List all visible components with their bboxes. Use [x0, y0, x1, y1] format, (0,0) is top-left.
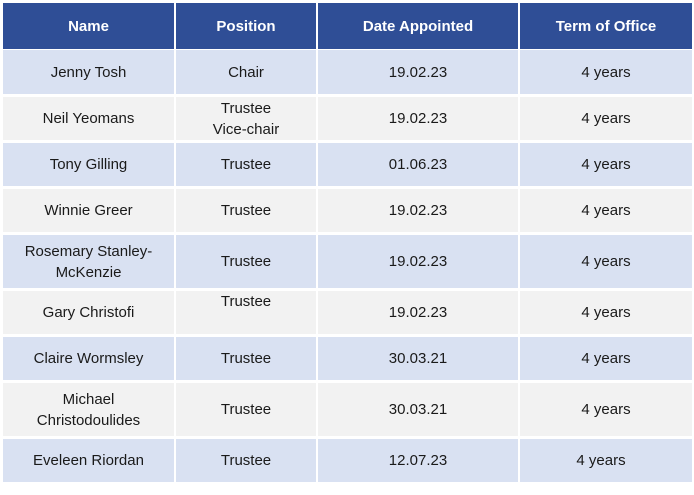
cell-date: 12.07.23 [316, 437, 520, 485]
cell-date: 01.06.23 [316, 141, 520, 189]
cell-name: Michael Christodoulides [1, 381, 176, 439]
name-text: Winnie Greer [44, 202, 133, 219]
position-text: Trustee [220, 202, 272, 219]
name-text: Michael [62, 390, 115, 408]
cell-position: Trustee [174, 141, 318, 189]
cell-date: 19.02.23 [316, 289, 520, 337]
cell-term: 4 years [518, 233, 694, 291]
cell-date: 19.02.23 [316, 233, 520, 291]
cell-term: 4 years [518, 49, 694, 97]
name-text: Gary Christofi [42, 304, 135, 321]
position-text: Trustee [220, 99, 272, 117]
table-row: Claire Wormsley Trustee 30.03.21 4 years [1, 335, 694, 383]
position-text: Trustee [220, 156, 272, 173]
table-row: Winnie Greer Trustee 19.02.23 4 years [1, 187, 694, 235]
trustees-table: Name Position Date Appointed Term of Off… [1, 2, 694, 485]
position-text: Trustee [220, 253, 272, 270]
cell-date: 30.03.21 [316, 335, 520, 383]
table-row: Neil Yeomans Trustee Vice-chair 19.02.23… [1, 95, 694, 143]
cell-position: Trustee [174, 233, 318, 291]
cell-position: Chair [174, 49, 318, 97]
cell-name: Rosemary Stanley- McKenzie [1, 233, 176, 291]
table-header-row: Name Position Date Appointed Term of Off… [1, 2, 694, 50]
name-text: Eveleen Riordan [33, 452, 144, 469]
cell-position: Trustee [174, 381, 318, 439]
cell-position: Trustee Vice-chair [174, 95, 318, 143]
name-text: Claire Wormsley [33, 350, 144, 367]
cell-term: 4 years [518, 289, 694, 337]
position-text: Chair [228, 63, 264, 81]
cell-name: Tony Gilling [1, 141, 176, 189]
cell-term: 4 years [518, 187, 694, 235]
cell-date: 19.02.23 [316, 187, 520, 235]
header-term-of-office: Term of Office [518, 2, 694, 50]
table-row: Tony Gilling Trustee 01.06.23 4 years [1, 141, 694, 189]
cell-name: Claire Wormsley [1, 335, 176, 383]
position-text: Trustee [220, 452, 272, 469]
name-text: Jenny Tosh [50, 63, 127, 81]
cell-date: 19.02.23 [316, 95, 520, 143]
position-text: Trustee [220, 401, 272, 418]
table-row: Eveleen Riordan Trustee 12.07.23 4 years [1, 437, 694, 485]
header-position: Position [174, 2, 318, 50]
cell-name: Jenny Tosh [1, 49, 176, 97]
position-text: Vice-chair [212, 120, 280, 138]
cell-name: Gary Christofi [1, 289, 176, 337]
cell-position: Trustee [174, 289, 318, 337]
name-text: McKenzie [55, 263, 122, 281]
cell-name: Eveleen Riordan [1, 437, 176, 485]
position-text: Trustee [220, 293, 272, 310]
table-row: Jenny Tosh Chair 19.02.23 4 years [1, 49, 694, 97]
name-text: Neil Yeomans [42, 110, 135, 127]
term-text: 4 years [576, 452, 626, 469]
name-text: Christodoulides [36, 411, 141, 429]
header-name: Name [1, 2, 176, 50]
table-row: Michael Christodoulides Trustee 30.03.21… [1, 381, 694, 439]
cell-date: 19.02.23 [316, 49, 520, 97]
cell-position: Trustee [174, 335, 318, 383]
cell-name: Winnie Greer [1, 187, 176, 235]
cell-term: 4 years [518, 437, 694, 485]
table-row: Gary Christofi Trustee 19.02.23 4 years [1, 289, 694, 337]
cell-term: 4 years [518, 381, 694, 439]
cell-term: 4 years [518, 95, 694, 143]
header-date-appointed: Date Appointed [316, 2, 520, 50]
position-text: Trustee [220, 350, 272, 367]
cell-name: Neil Yeomans [1, 95, 176, 143]
cell-term: 4 years [518, 335, 694, 383]
table-row: Rosemary Stanley- McKenzie Trustee 19.02… [1, 233, 694, 291]
cell-position: Trustee [174, 437, 318, 485]
cell-term: 4 years [518, 141, 694, 189]
cell-position: Trustee [174, 187, 318, 235]
name-text: Rosemary Stanley- [24, 242, 153, 260]
name-text: Tony Gilling [49, 156, 128, 173]
cell-date: 30.03.21 [316, 381, 520, 439]
